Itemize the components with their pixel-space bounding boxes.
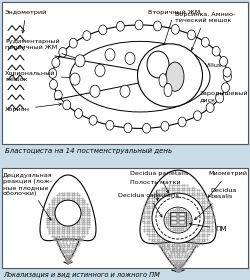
Text: Полость матки: Полость матки (130, 180, 180, 200)
Circle shape (165, 61, 175, 73)
Circle shape (63, 100, 71, 110)
Circle shape (220, 57, 228, 66)
Text: Рудиментарный
первичный ЖМ: Рудиментарный первичный ЖМ (5, 39, 82, 60)
Circle shape (142, 123, 150, 133)
Circle shape (70, 73, 80, 85)
Text: Decidua parietalis: Decidua parietalis (130, 171, 188, 193)
Circle shape (120, 85, 130, 97)
Circle shape (83, 31, 91, 40)
Ellipse shape (164, 83, 172, 97)
Circle shape (105, 49, 115, 61)
Circle shape (216, 93, 224, 103)
Text: Decidua capsularis: Decidua capsularis (118, 193, 179, 217)
Circle shape (52, 58, 60, 67)
Circle shape (49, 69, 57, 78)
Circle shape (75, 55, 85, 67)
Circle shape (99, 25, 107, 35)
Circle shape (54, 90, 62, 100)
Circle shape (55, 200, 81, 226)
Bar (179, 221, 185, 224)
Circle shape (50, 80, 58, 89)
Text: Эндометрий: Эндометрий (5, 10, 48, 33)
Circle shape (90, 85, 100, 97)
Circle shape (188, 30, 196, 40)
Circle shape (206, 103, 214, 113)
Circle shape (59, 47, 67, 57)
Bar (179, 213, 185, 216)
Text: Decidua
basalis: Decidua basalis (194, 188, 236, 220)
Ellipse shape (152, 193, 204, 243)
Text: ПМ: ПМ (190, 223, 226, 232)
Text: Хориональный
мешок: Хориональный мешок (5, 71, 80, 81)
Polygon shape (140, 170, 216, 244)
Text: Бластоциста на 14 постменструальный день: Бластоциста на 14 постменструальный день (5, 148, 172, 155)
Circle shape (106, 120, 114, 130)
Circle shape (154, 21, 162, 31)
Circle shape (171, 24, 179, 34)
Circle shape (155, 81, 165, 94)
Circle shape (124, 123, 132, 133)
Circle shape (74, 109, 82, 118)
Circle shape (201, 37, 209, 47)
Polygon shape (40, 175, 96, 241)
Text: Локализация и вид истинного и ложного ПМ: Локализация и вид истинного и ложного ПМ (3, 271, 160, 277)
Bar (170, 212, 186, 226)
Bar (171, 213, 177, 216)
Text: Зародышевый
диск: Зародышевый диск (182, 88, 248, 102)
Text: Villus: Villus (173, 63, 222, 80)
Circle shape (150, 55, 160, 67)
Circle shape (95, 64, 105, 77)
Circle shape (212, 46, 220, 56)
Circle shape (161, 121, 169, 131)
Text: Хорион: Хорион (5, 103, 62, 112)
Circle shape (135, 20, 143, 30)
Circle shape (147, 51, 169, 78)
Bar (179, 217, 185, 220)
Bar (2, 168, 248, 268)
Circle shape (180, 73, 190, 85)
Circle shape (69, 38, 77, 48)
Text: Миометрий: Миометрий (208, 171, 247, 197)
Bar (171, 217, 177, 220)
Circle shape (116, 21, 124, 31)
Bar (2, 3, 248, 144)
Text: Ворсинка. Амнио-
тический мешок: Ворсинка. Амнио- тический мешок (175, 12, 235, 50)
Ellipse shape (166, 62, 184, 91)
Circle shape (125, 52, 135, 64)
Ellipse shape (70, 41, 210, 112)
Text: Децидуальная
реакция (лож-
ные плодные
оболочки): Децидуальная реакция (лож- ные плодные о… (3, 173, 52, 220)
Ellipse shape (52, 25, 228, 129)
Circle shape (194, 111, 202, 121)
Ellipse shape (138, 44, 202, 107)
Circle shape (222, 83, 230, 92)
Ellipse shape (164, 207, 192, 233)
Ellipse shape (159, 74, 167, 87)
Circle shape (89, 115, 97, 125)
Text: Вторичный ЖМ: Вторичный ЖМ (148, 10, 200, 48)
Circle shape (224, 72, 232, 81)
Circle shape (223, 67, 231, 77)
Bar (171, 221, 177, 224)
Circle shape (178, 117, 186, 127)
Ellipse shape (156, 197, 200, 239)
